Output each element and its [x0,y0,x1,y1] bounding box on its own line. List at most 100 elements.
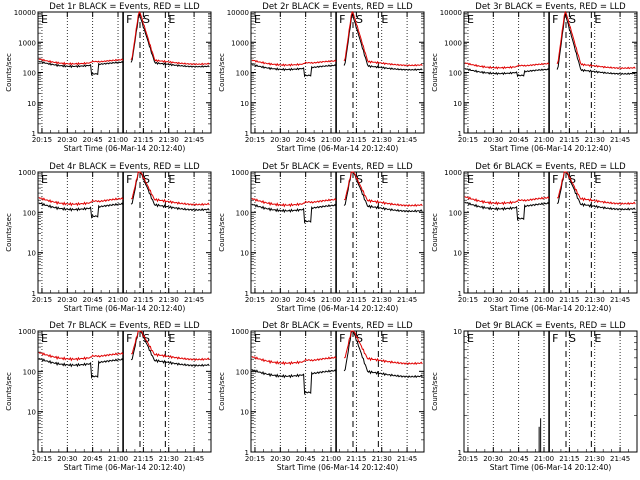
x-tick-label: 20:45 [509,296,529,304]
x-tick-label: 21:30 [372,455,392,463]
y-tick-label: 1000 [18,169,36,177]
x-tick-label: 21:15 [559,455,579,463]
marker-label: F [552,173,558,186]
events-series-line [464,171,636,222]
y-tick-label: 100 [449,70,462,78]
x-tick-label: 21:45 [610,455,630,463]
y-axis-label: Counts/sec [218,213,226,252]
panel-title: Det 7r BLACK = Events, RED = LLD [49,321,200,331]
marker-label: F [339,332,345,345]
x-tick-label: 20:30 [270,455,290,463]
x-tick-label: 20:45 [509,455,529,463]
x-axis-label: Start Time (06-Mar-14 20:12:40) [277,144,399,153]
x-tick-label: 20:15 [32,136,52,144]
x-tick-label: 21:30 [585,455,605,463]
y-tick-label: 1000 [18,328,36,336]
x-tick-label: 20:45 [83,136,103,144]
x-tick-label: 20:15 [458,136,478,144]
y-tick-label: 100 [449,209,462,217]
lld-series-line [464,171,636,206]
x-tick-label: 21:15 [133,136,153,144]
plot-frame [250,11,425,134]
events-series-line [251,13,423,78]
y-tick-label: 100 [23,70,36,78]
x-tick-label: 20:30 [483,136,503,144]
x-tick-label: 21:45 [184,455,204,463]
marker-label: F [339,13,345,26]
x-tick-label: 20:15 [245,455,265,463]
x-tick-label: 20:30 [270,136,290,144]
marker-label: S [569,13,576,26]
y-tick-label: 10000 [227,9,249,17]
events-series-line [38,330,210,380]
y-tick-label: 1 [245,290,249,298]
x-tick-label: 21:30 [159,136,179,144]
marker-label: S [569,332,576,345]
y-tick-label: 1 [245,449,249,457]
marker-label: E [381,332,388,345]
marker-label: E [254,13,261,26]
lld-series-line [464,10,636,70]
x-tick-label: 20:45 [296,296,316,304]
y-axis-label: Counts/sec [5,372,13,411]
marker-label: E [594,13,601,26]
panel-det-1: Det 1r BLACK = Events, RED = LLD 1 10 100 10… [5,2,212,153]
x-tick-label: 20:30 [57,455,77,463]
x-tick-label: 20:15 [32,296,52,304]
x-tick-label: 21:15 [346,296,366,304]
x-tick-label: 21:30 [372,296,392,304]
x-tick-label: 21:30 [585,296,605,304]
x-tick-label: 21:00 [321,136,341,144]
y-tick-label: 1000 [444,169,462,177]
x-tick-label: 20:45 [296,136,316,144]
marker-label: S [356,13,363,26]
y-tick-label: 1000 [231,328,249,336]
x-tick-label: 21:15 [133,455,153,463]
y-tick-label: 100 [23,368,36,376]
marker-label: S [569,173,576,186]
x-tick-label: 21:15 [346,455,366,463]
marker-label: F [126,13,132,26]
y-tick-label: 1000 [444,39,462,47]
marker-label: E [381,13,388,26]
y-axis-label: Counts/sec [5,53,13,92]
y-tick-label: 1 [32,290,36,298]
marker-label: S [143,173,150,186]
y-tick-label: 10 [240,100,249,108]
marker-label: E [168,13,175,26]
y-tick-label: 10 [240,409,249,417]
marker-label: E [254,173,261,186]
y-tick-label: 100 [236,209,249,217]
x-tick-label: 21:30 [372,136,392,144]
x-tick-label: 20:15 [245,296,265,304]
panel-det-8: Det 8r BLACK = Events, RED = LLD 1 10 100 10… [218,321,425,472]
x-tick-label: 21:45 [610,296,630,304]
x-tick-label: 21:00 [534,296,554,304]
x-tick-label: 20:30 [270,296,290,304]
x-tick-label: 21:45 [184,296,204,304]
x-tick-label: 21:00 [108,296,128,304]
y-tick-label: 1 [458,130,462,138]
lld-series-line [251,10,423,67]
plot-frame [250,330,425,453]
x-tick-label: 21:15 [346,136,366,144]
x-tick-label: 21:00 [108,136,128,144]
marker-label: F [126,332,132,345]
marker-label: S [356,173,363,186]
y-tick-label: 1 [245,130,249,138]
y-tick-label: 1 [458,449,462,457]
plot-frame [463,171,638,294]
panel-det-2: Det 2r BLACK = Events, RED = LLD 1 10 100 10… [218,2,425,153]
x-tick-label: 21:45 [397,296,417,304]
y-tick-label: 10000 [440,9,462,17]
panel-title: Det 9r BLACK = Events, RED = LLD [475,321,626,331]
x-tick-label: 21:30 [585,136,605,144]
marker-label: E [594,332,601,345]
panel-det-9: Det 9r BLACK = Events, RED = LLD 1 10 Count… [431,321,638,472]
y-axis-label: Counts/sec [431,53,439,92]
y-tick-label: 10 [27,409,36,417]
x-tick-label: 21:15 [559,296,579,304]
panel-det-7: Det 7r BLACK = Events, RED = LLD 1 10 100 10… [5,321,212,472]
x-axis-label: Start Time (06-Mar-14 20:12:40) [490,304,612,313]
y-tick-label: 1000 [231,169,249,177]
